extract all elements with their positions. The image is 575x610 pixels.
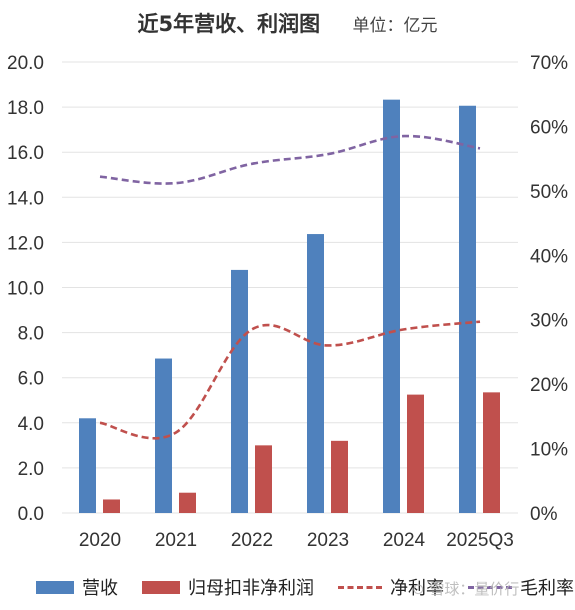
left-tick-label: 12.0 xyxy=(7,233,44,254)
right-tick-label: 70% xyxy=(530,53,568,74)
bars xyxy=(79,99,500,513)
legend-swatch-profit xyxy=(142,580,180,594)
right-tick-label: 20% xyxy=(530,375,568,396)
left-tick-label: 8.0 xyxy=(18,324,44,345)
legend-swatch-net-margin xyxy=(338,585,382,589)
legend-item-gross-margin[interactable]: 毛利率 xyxy=(468,574,574,600)
chart-title: 近5年营收、利润图 xyxy=(137,12,321,36)
legend-label-gross-margin: 毛利率 xyxy=(520,578,574,599)
grid-lines xyxy=(62,61,518,514)
bar-revenue xyxy=(231,269,248,513)
unit-label: 单位：亿元 xyxy=(352,16,438,36)
line-net-margin xyxy=(99,320,481,440)
bar-profit xyxy=(255,445,272,513)
line-gross-margin xyxy=(99,134,481,185)
legend-swatch-revenue xyxy=(36,580,74,594)
legend-label-profit: 归母扣非净利润 xyxy=(188,578,314,599)
legend-item-revenue[interactable]: 营收 xyxy=(36,574,118,600)
bar-revenue xyxy=(155,358,172,513)
left-tick-label: 6.0 xyxy=(18,369,44,390)
x-tick-label: 2025Q3 xyxy=(446,530,514,551)
bar-profit xyxy=(179,492,196,513)
left-tick-label: 20.0 xyxy=(7,53,44,74)
right-axis: 0% 10% 20% 30% 40% 50% 60% 70% xyxy=(530,53,568,525)
left-tick-label: 2.0 xyxy=(18,459,44,480)
right-tick-label: 30% xyxy=(530,311,568,332)
right-tick-label: 10% xyxy=(530,440,568,461)
bar-profit xyxy=(483,392,500,513)
title-row: 近5年营收、利润图 单位：亿元 xyxy=(0,8,575,38)
bar-revenue xyxy=(79,418,96,513)
x-tick-label: 2024 xyxy=(383,530,426,551)
left-tick-label: 16.0 xyxy=(7,143,44,164)
x-axis: 2020 2021 2022 2023 2024 2025Q3 xyxy=(79,530,514,551)
right-tick-label: 50% xyxy=(530,182,568,203)
legend-item-net-margin[interactable]: 净利率 xyxy=(338,574,444,600)
right-tick-label: 0% xyxy=(530,504,558,525)
legend: 营收 归母扣非净利润 净利率 毛利率 xyxy=(36,574,575,600)
bar-revenue xyxy=(307,234,324,513)
x-tick-label: 2022 xyxy=(231,530,273,551)
x-tick-label: 2020 xyxy=(79,530,121,551)
x-tick-label: 2021 xyxy=(155,530,197,551)
left-tick-label: 4.0 xyxy=(18,414,44,435)
left-tick-label: 0.0 xyxy=(18,504,44,525)
legend-label-net-margin: 净利率 xyxy=(390,578,444,599)
legend-swatch-gross-margin xyxy=(468,585,512,589)
left-axis: 0.0 2.0 4.0 6.0 8.0 10.0 12.0 14.0 16.0 18.0 20.0 xyxy=(7,53,44,525)
left-tick-label: 10.0 xyxy=(7,279,44,300)
legend-item-profit[interactable]: 归母扣非净利润 xyxy=(142,574,314,600)
x-tick-label: 2023 xyxy=(307,530,349,551)
bar-profit xyxy=(407,394,424,513)
right-tick-label: 40% xyxy=(530,246,568,267)
watermark: ⊙ 雪球：量价行 xyxy=(412,580,520,598)
bar-revenue xyxy=(383,99,400,513)
bar-revenue xyxy=(459,105,476,513)
bar-profit xyxy=(103,499,120,513)
right-tick-label: 60% xyxy=(530,117,568,138)
legend-label-revenue: 营收 xyxy=(82,578,118,599)
left-tick-label: 14.0 xyxy=(7,188,44,209)
left-tick-label: 18.0 xyxy=(7,98,44,119)
lines xyxy=(99,134,481,440)
bar-profit xyxy=(331,440,348,513)
